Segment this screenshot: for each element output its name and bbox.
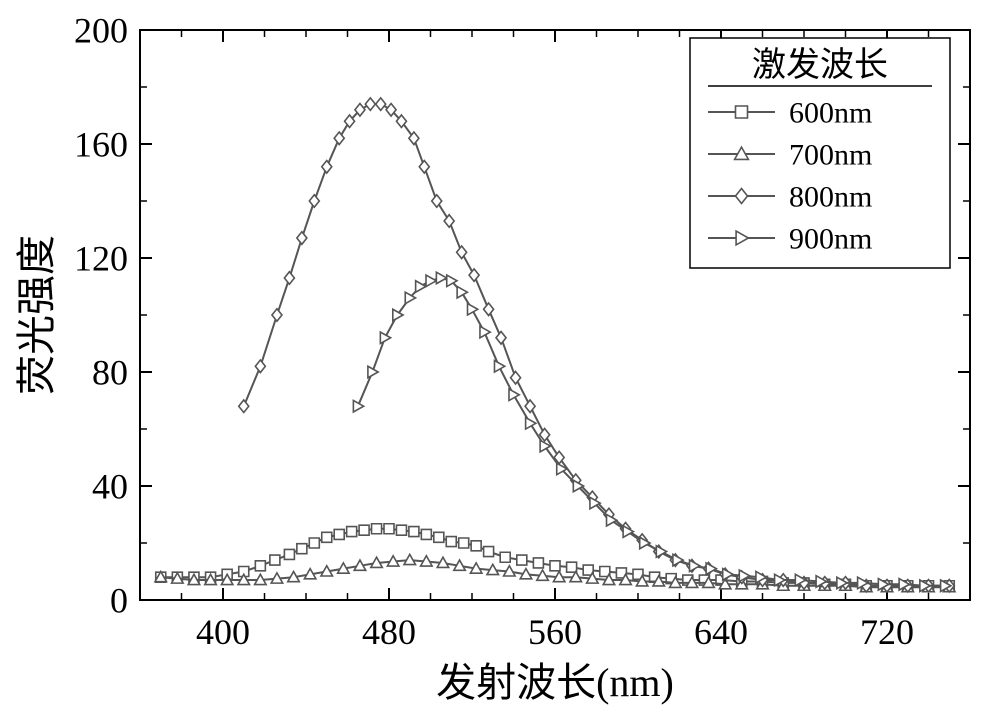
svg-text:80: 80 (92, 353, 128, 393)
svg-text:40: 40 (92, 467, 128, 507)
chart-svg: 400 480 560 640 720 0 40 80 120 160 200 发射波长(nm) 荧光强… (0, 0, 1000, 718)
svg-text:900nm: 900nm (789, 223, 872, 256)
svg-text:200: 200 (74, 11, 128, 51)
svg-text:720: 720 (860, 612, 914, 652)
fluorescence-chart: 400 480 560 640 720 0 40 80 120 160 200 发射波长(nm) 荧光强… (0, 0, 1000, 718)
svg-text:荧光强度: 荧光强度 (14, 235, 59, 395)
svg-text:160: 160 (74, 125, 128, 165)
svg-text:700nm: 700nm (789, 139, 872, 172)
svg-text:120: 120 (74, 239, 128, 279)
svg-text:激发波长: 激发波长 (752, 46, 888, 84)
svg-text:600nm: 600nm (789, 97, 872, 130)
svg-text:560: 560 (528, 612, 582, 652)
svg-text:发射波长(nm): 发射波长(nm) (436, 660, 674, 705)
svg-text:400: 400 (196, 612, 250, 652)
svg-text:640: 640 (694, 612, 748, 652)
svg-text:0: 0 (110, 581, 128, 621)
svg-text:800nm: 800nm (789, 181, 872, 214)
svg-text:480: 480 (362, 612, 416, 652)
